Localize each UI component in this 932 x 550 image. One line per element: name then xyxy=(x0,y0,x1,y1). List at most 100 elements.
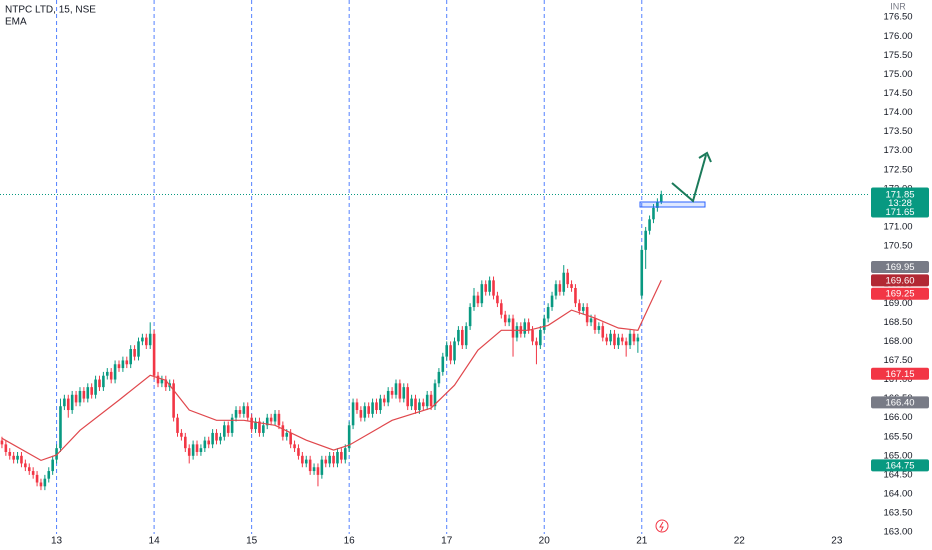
candle-body xyxy=(125,360,129,365)
candle-body xyxy=(277,413,281,426)
candle-body xyxy=(418,402,421,411)
price-label: 169.95 xyxy=(885,262,914,273)
y-tick-label: 175.50 xyxy=(883,50,912,61)
y-tick-label: 176.50 xyxy=(883,12,912,23)
price-label: 167.15 xyxy=(885,369,914,380)
candle-body xyxy=(117,364,121,369)
price-axis: 13 14 15 16 17 20 21 22 23 163.00 163.50 164.00 164.… xyxy=(51,12,929,547)
candle-body xyxy=(265,417,269,426)
candle-body xyxy=(328,455,331,464)
candle-body xyxy=(421,402,425,407)
candle-body xyxy=(636,337,640,342)
y-tick-label: 169.00 xyxy=(883,298,912,309)
candle-body xyxy=(511,318,515,338)
candle-body xyxy=(550,295,554,308)
candle-body xyxy=(363,406,367,418)
candle-body xyxy=(659,194,663,203)
candle-body xyxy=(558,284,562,292)
candle-body xyxy=(503,314,507,323)
candle-body xyxy=(152,333,156,376)
candle-body xyxy=(429,394,433,407)
candle-body xyxy=(597,326,601,330)
candle-body xyxy=(90,387,93,395)
x-tick-label: 15 xyxy=(246,536,258,547)
x-tick-label: 23 xyxy=(831,536,843,547)
candle-body xyxy=(336,451,339,464)
candle-body xyxy=(476,295,480,304)
candle-body xyxy=(148,333,152,346)
candle-body xyxy=(406,387,409,407)
candle-body xyxy=(410,398,413,407)
candle-body xyxy=(273,413,277,422)
candle-body xyxy=(445,345,449,357)
candle-body xyxy=(137,341,140,357)
candle-body xyxy=(109,371,113,380)
event-icon[interactable] xyxy=(655,519,669,533)
candle-body xyxy=(164,379,168,388)
candle-body xyxy=(0,440,4,445)
candle-body xyxy=(617,337,620,346)
candle-body xyxy=(199,448,203,452)
candle-body xyxy=(230,417,234,433)
candle-body xyxy=(187,448,191,456)
candle-body xyxy=(66,398,70,411)
x-tick-label: 21 xyxy=(636,536,648,547)
x-tick-label: 22 xyxy=(734,536,746,547)
candle-body xyxy=(184,436,187,449)
y-tick-label: 173.00 xyxy=(883,145,912,156)
candle-body xyxy=(293,444,296,449)
y-tick-label: 164.50 xyxy=(883,469,912,480)
y-tick-label: 164.00 xyxy=(883,488,912,499)
x-tick-label: 20 xyxy=(539,536,551,547)
candle-body xyxy=(379,398,382,411)
candle-body xyxy=(355,402,359,411)
candle-body xyxy=(461,329,464,346)
candle-body xyxy=(43,478,47,487)
candle-body xyxy=(648,219,651,231)
candle-body xyxy=(539,329,542,346)
candle-body xyxy=(113,364,117,380)
candle-body xyxy=(472,295,476,308)
candle-body xyxy=(47,471,51,479)
x-tick-label: 14 xyxy=(149,536,161,547)
candle-body xyxy=(527,322,530,330)
candle-body xyxy=(601,326,605,338)
event-icon-bolt xyxy=(659,521,664,532)
candle-body xyxy=(301,455,304,464)
price-label: 169.60 xyxy=(885,275,914,286)
candle-body xyxy=(242,406,246,414)
candle-body xyxy=(51,459,54,472)
price-label: 169.25 xyxy=(885,289,914,300)
candle-body xyxy=(308,459,312,472)
candle-body xyxy=(535,341,538,346)
candle-body xyxy=(613,333,616,346)
candle-body xyxy=(449,345,452,361)
candle-body xyxy=(605,337,608,342)
candle-body xyxy=(320,459,324,475)
candle-body xyxy=(652,207,655,220)
candle-body xyxy=(570,284,573,288)
price-label: 164.75 xyxy=(885,460,914,471)
candle-body xyxy=(133,349,136,357)
candle-body xyxy=(78,390,82,403)
candle-body xyxy=(94,379,97,395)
candle-body xyxy=(145,337,148,346)
candle-body xyxy=(285,432,289,437)
candle-body xyxy=(121,360,125,369)
countdown-label: 13:28 xyxy=(888,198,912,209)
price-label-bg xyxy=(871,261,929,273)
candle-body xyxy=(191,444,195,456)
candle-body xyxy=(12,455,15,460)
y-tick-label: 171.00 xyxy=(883,221,912,232)
ask-price-label: 171.65 xyxy=(885,207,914,218)
candle-body xyxy=(102,375,105,388)
candle-body xyxy=(453,341,456,361)
candle-body xyxy=(574,287,577,304)
chart-title: NTPC LTD, 15, NSE xyxy=(5,5,96,16)
candle-body xyxy=(246,406,250,418)
ema-line xyxy=(1,280,662,462)
price-label: 166.40 xyxy=(885,397,914,408)
candle-body xyxy=(390,390,394,395)
candle-body xyxy=(207,440,211,445)
